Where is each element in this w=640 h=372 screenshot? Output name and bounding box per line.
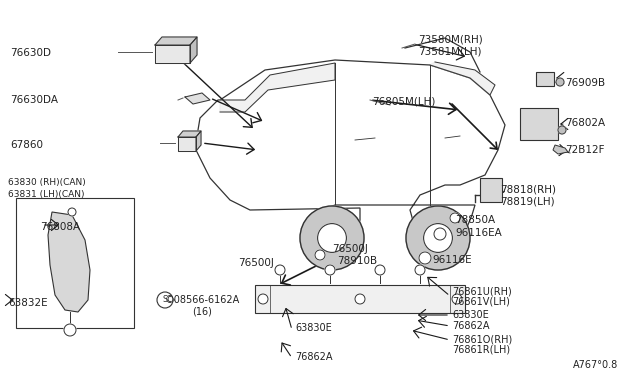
Text: 78819(LH): 78819(LH): [500, 196, 555, 206]
Text: 72B12F: 72B12F: [565, 145, 605, 155]
Text: 63830E: 63830E: [452, 310, 489, 320]
Text: 76630D: 76630D: [10, 48, 51, 58]
Text: 63830 (RH)(CAN): 63830 (RH)(CAN): [8, 178, 86, 187]
Circle shape: [406, 206, 470, 270]
Text: 76862A: 76862A: [295, 352, 333, 362]
Circle shape: [317, 224, 346, 252]
Circle shape: [325, 265, 335, 275]
Bar: [255, 285, 465, 313]
Text: S: S: [163, 295, 168, 305]
Text: 76862A: 76862A: [452, 321, 490, 331]
Circle shape: [415, 265, 425, 275]
Text: 73580M(RH): 73580M(RH): [418, 35, 483, 45]
Text: 76909B: 76909B: [565, 78, 605, 88]
Circle shape: [68, 208, 76, 216]
Circle shape: [452, 294, 462, 304]
Text: 96116EA: 96116EA: [455, 228, 502, 238]
Polygon shape: [190, 37, 197, 63]
Circle shape: [434, 228, 446, 240]
Polygon shape: [178, 131, 201, 137]
Circle shape: [157, 292, 173, 308]
Text: 76808A: 76808A: [40, 222, 80, 232]
Bar: [536, 72, 554, 86]
Text: 76861V(LH): 76861V(LH): [452, 297, 510, 307]
Text: 76500J: 76500J: [238, 258, 274, 268]
Text: 76805M(LH): 76805M(LH): [372, 97, 435, 107]
Text: 76861O(RH): 76861O(RH): [452, 334, 512, 344]
Circle shape: [315, 250, 325, 260]
Polygon shape: [553, 145, 568, 154]
Circle shape: [300, 206, 364, 270]
Text: (16): (16): [192, 307, 212, 317]
Text: 73581M(LH): 73581M(LH): [418, 46, 481, 56]
Polygon shape: [178, 137, 196, 151]
Circle shape: [258, 294, 268, 304]
Circle shape: [355, 294, 365, 304]
Text: A767°0.8: A767°0.8: [573, 360, 618, 370]
Text: 63830E: 63830E: [295, 323, 332, 333]
Text: 76802A: 76802A: [565, 118, 605, 128]
Polygon shape: [185, 93, 210, 104]
Polygon shape: [195, 60, 505, 248]
Circle shape: [558, 126, 566, 134]
Text: 63832E: 63832E: [8, 298, 47, 308]
Polygon shape: [220, 63, 335, 112]
Text: ©08566-6162A: ©08566-6162A: [165, 295, 240, 305]
Polygon shape: [155, 37, 197, 45]
Circle shape: [450, 213, 460, 223]
Circle shape: [275, 265, 285, 275]
Text: 76500J: 76500J: [332, 244, 368, 254]
Text: 78850A: 78850A: [455, 215, 495, 225]
Circle shape: [64, 324, 76, 336]
Text: 96116E: 96116E: [432, 255, 472, 265]
Text: 76861U(RH): 76861U(RH): [452, 286, 512, 296]
Circle shape: [419, 252, 431, 264]
Bar: [16, 198, 134, 328]
Text: 78910B: 78910B: [337, 256, 377, 266]
Polygon shape: [196, 131, 201, 151]
Polygon shape: [48, 212, 90, 312]
Text: 63831 (LH)(CAN): 63831 (LH)(CAN): [8, 190, 84, 199]
Bar: [480, 178, 502, 202]
Text: 67860: 67860: [10, 140, 43, 150]
Bar: [520, 108, 558, 140]
Polygon shape: [430, 62, 495, 95]
Text: 78818(RH): 78818(RH): [500, 185, 556, 195]
Circle shape: [375, 265, 385, 275]
Text: 76630DA: 76630DA: [10, 95, 58, 105]
Circle shape: [424, 224, 452, 252]
Circle shape: [556, 78, 564, 86]
Polygon shape: [155, 45, 190, 63]
Text: 76861R(LH): 76861R(LH): [452, 345, 510, 355]
